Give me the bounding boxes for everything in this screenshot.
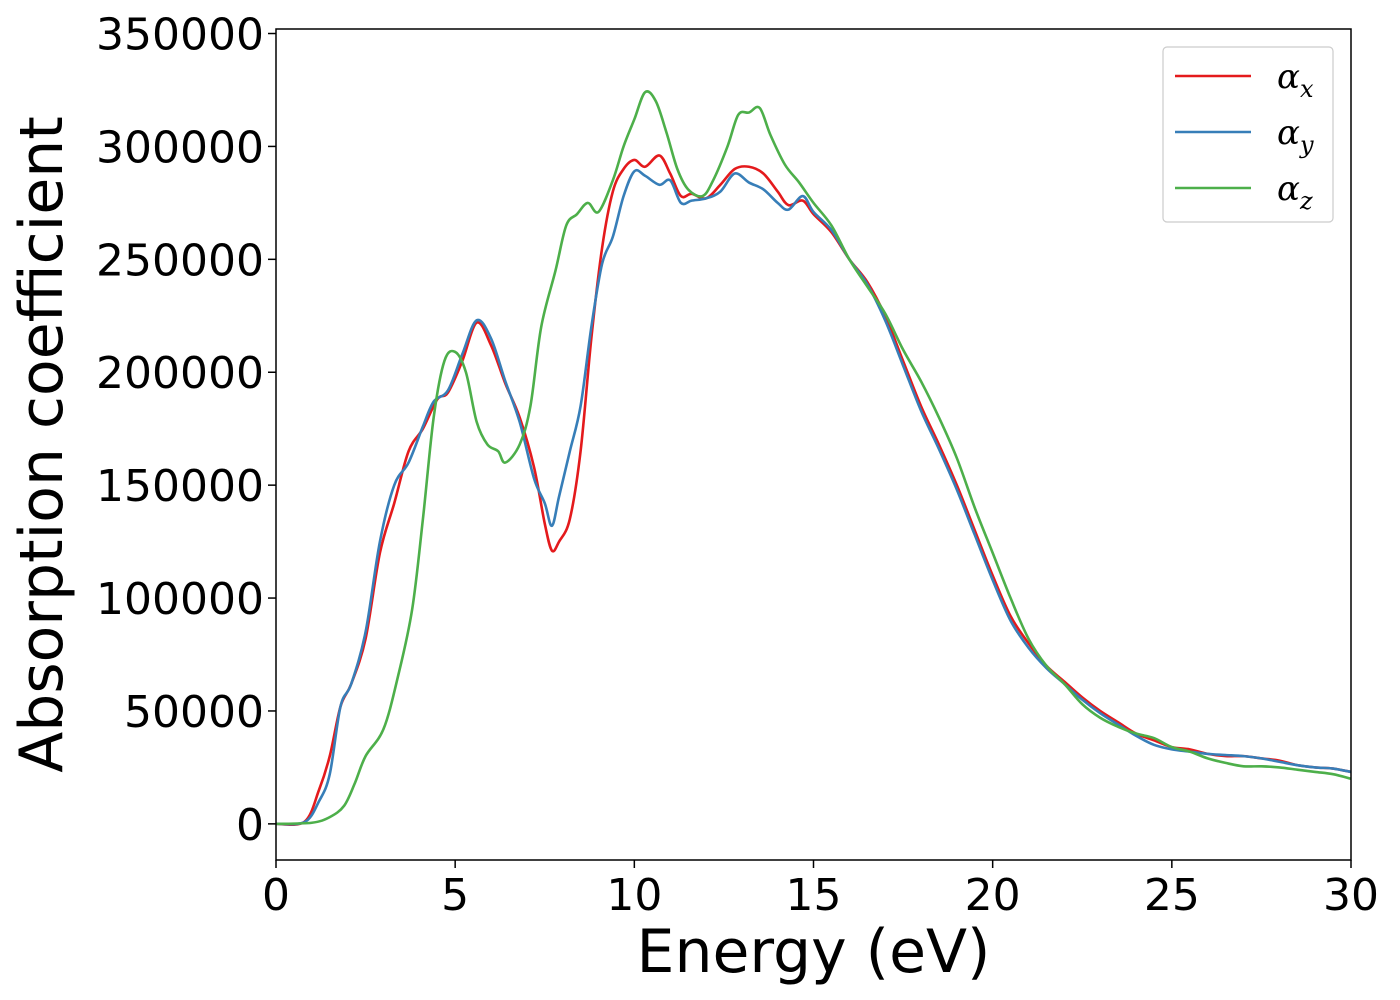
- y-tick-label: 300000: [96, 122, 264, 173]
- x-axis: 0 5 10 15 20 25 30: [262, 860, 1379, 921]
- y-tick-label: 50000: [124, 687, 264, 738]
- legend-label-z: αz: [1277, 169, 1313, 215]
- legend-label-subscript: y: [1299, 131, 1314, 159]
- legend-label-symbol: α: [1277, 169, 1300, 209]
- x-tick-label: 25: [1144, 870, 1200, 921]
- x-axis-title: Energy (eV): [637, 917, 991, 987]
- y-tick-label: 250000: [96, 235, 264, 286]
- x-tick-label: 10: [606, 870, 662, 921]
- legend-label-subscript: x: [1300, 75, 1314, 103]
- series-layer: [276, 90, 1351, 827]
- legend-label-symbol: α: [1277, 57, 1300, 97]
- y-tick-label: 100000: [96, 574, 264, 625]
- legend-label-x: αx: [1277, 57, 1314, 103]
- y-axis-title: Absorption coefficient: [7, 116, 77, 773]
- legend-label-symbol: α: [1277, 113, 1300, 153]
- series-line-y: [276, 168, 1351, 826]
- x-tick-label: 0: [262, 870, 290, 921]
- y-tick-label: 150000: [96, 461, 264, 512]
- legend-label-y: αy: [1277, 113, 1314, 159]
- x-tick-label: 30: [1323, 870, 1379, 921]
- legend-box: [1162, 46, 1334, 223]
- y-axis: 0 50000 100000 150000 200000 250000 300000 3500…: [96, 10, 276, 851]
- series-line-z: [276, 90, 1351, 826]
- x-tick-label: 5: [441, 870, 469, 921]
- y-tick-label: 350000: [96, 10, 264, 61]
- legend-label-subscript: z: [1299, 187, 1313, 215]
- x-tick-label: 15: [786, 870, 842, 921]
- y-tick-label: 0: [236, 800, 264, 851]
- y-tick-label: 200000: [96, 348, 264, 399]
- x-tick-label: 20: [965, 870, 1021, 921]
